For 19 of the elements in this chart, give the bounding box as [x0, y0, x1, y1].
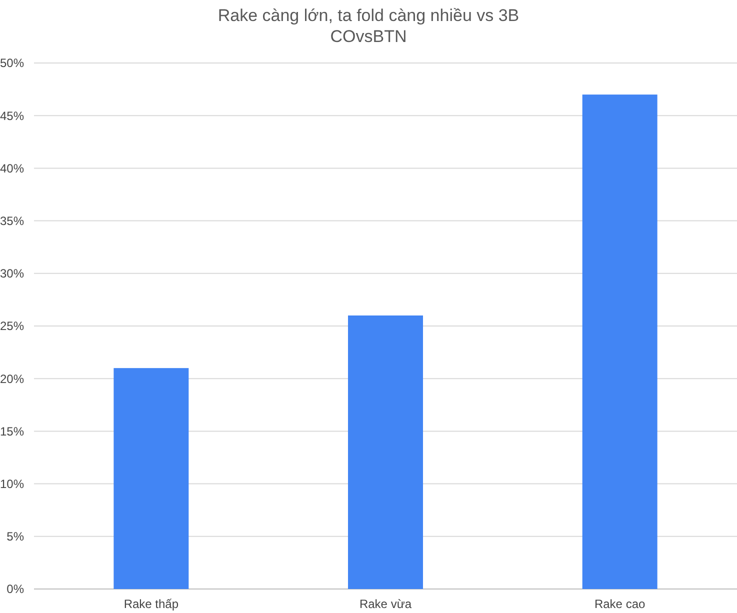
y-tick-label: 0%	[6, 582, 24, 596]
y-tick-label: 15%	[0, 424, 24, 438]
y-tick-label: 35%	[0, 214, 24, 228]
chart-title: Rake càng lớn, ta fold càng nhiều vs 3B	[218, 6, 520, 25]
y-tick-label: 5%	[6, 530, 24, 544]
x-tick-label: Rake cao	[594, 597, 646, 611]
y-tick-label: 50%	[0, 56, 24, 70]
y-tick-label: 40%	[0, 161, 24, 176]
y-tick-label: 20%	[0, 372, 24, 386]
bar	[348, 315, 423, 589]
y-tick-label: 30%	[0, 266, 24, 281]
bar	[582, 94, 658, 589]
chart-subtitle: COvsBTN	[330, 27, 407, 46]
bar	[114, 368, 189, 589]
y-tick-label: 45%	[0, 108, 24, 123]
y-tick-label: 25%	[0, 319, 24, 334]
x-tick-label: Rake thấp	[124, 597, 179, 611]
x-tick-label: Rake vừa	[359, 597, 412, 611]
y-tick-label: 10%	[0, 477, 24, 491]
